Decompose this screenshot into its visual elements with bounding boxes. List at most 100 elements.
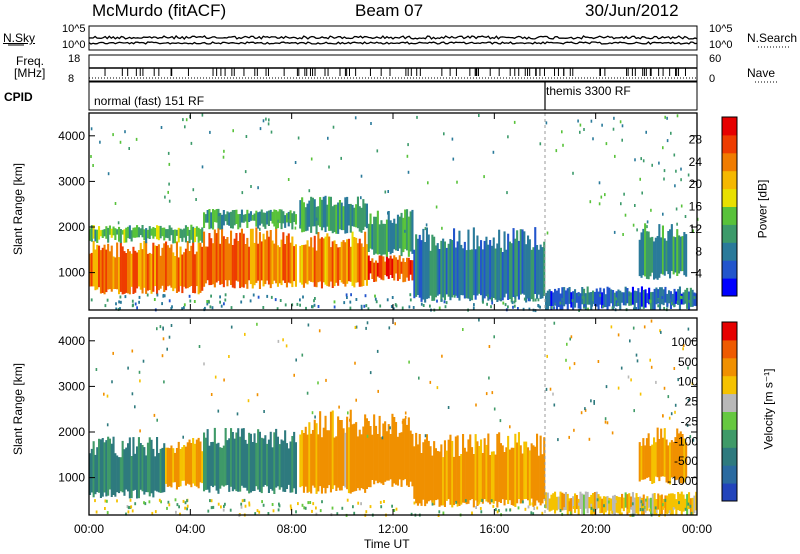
velocity-cell	[663, 428, 666, 477]
velocity-cell	[575, 495, 578, 510]
power-cell	[114, 257, 117, 289]
velocity-cell	[424, 439, 427, 507]
station-title: McMurdo (fitACF)	[92, 1, 227, 20]
velocity-cell	[453, 456, 456, 506]
velocity-scatter	[355, 325, 358, 329]
power-ground	[375, 300, 378, 304]
velocity-scatter	[606, 421, 609, 425]
power-colorbar-tick: 4	[695, 267, 702, 281]
power-cell	[285, 235, 288, 288]
velocity-cell	[302, 433, 305, 493]
velocity-ground	[290, 507, 293, 511]
power-cell	[420, 240, 423, 302]
power-scatter	[590, 119, 593, 123]
velocity-scatter	[429, 380, 432, 384]
power-cell	[255, 227, 258, 283]
power-scatter	[546, 231, 549, 235]
velocity-ground	[379, 500, 382, 504]
power-cell	[382, 256, 385, 281]
power-scatter	[119, 140, 122, 144]
velocity-cell	[148, 437, 151, 497]
velocity-cell	[384, 421, 387, 482]
velocity-cell	[320, 437, 323, 494]
power-cell	[190, 224, 193, 240]
power-cell	[418, 234, 421, 298]
power-scatter	[182, 118, 184, 122]
power-cell	[413, 249, 416, 299]
velocity-scatter	[366, 434, 369, 438]
velocity-ground	[432, 500, 435, 504]
velocity-cell	[289, 441, 292, 493]
power-cell	[150, 253, 153, 294]
power-cell	[628, 291, 631, 306]
velocity-cell	[121, 440, 124, 493]
velocity-scatter	[236, 412, 239, 416]
power-cell	[145, 242, 148, 294]
power-scatter	[663, 169, 666, 173]
velocity-cell	[184, 446, 187, 486]
velocity-cell	[588, 497, 591, 509]
velocity-cell	[693, 495, 696, 514]
power-cell	[474, 249, 477, 300]
velocity-scatter	[159, 325, 162, 329]
velocity-ground	[278, 502, 280, 506]
power-cell	[575, 292, 578, 303]
velocity-cell	[527, 447, 530, 501]
velocity-colorbar-tick: 100	[678, 375, 698, 389]
velocity-cell	[570, 498, 573, 515]
power-cell	[96, 244, 99, 290]
velocity-colorbar-swatch	[722, 322, 737, 341]
velocity-cell	[159, 448, 162, 493]
power-cell	[166, 245, 169, 287]
velocity-scatter	[441, 354, 443, 358]
power-ground	[119, 295, 122, 299]
velocity-cell	[639, 496, 642, 512]
velocity-ytick-label: 4000	[58, 334, 85, 348]
velocity-cell	[353, 423, 356, 492]
velocity-scatter	[593, 400, 595, 403]
velocity-cell	[99, 439, 102, 498]
power-cell	[433, 236, 436, 301]
velocity-cell	[136, 446, 139, 499]
velocity-cell	[285, 443, 288, 489]
power-colorbar-tick: 28	[689, 132, 703, 146]
velocity-colorbar-swatch	[722, 465, 737, 484]
power-cell	[346, 239, 349, 284]
power-cell	[125, 253, 128, 293]
power-cell	[472, 227, 475, 296]
power-cell	[324, 195, 327, 232]
velocity-scatter	[338, 405, 340, 409]
power-cell	[264, 212, 267, 229]
velocity-cell	[467, 439, 470, 504]
velocity-ground	[167, 500, 170, 504]
velocity-ytick-label: 2000	[58, 425, 85, 439]
power-ground	[138, 300, 140, 304]
power-scatter	[614, 154, 616, 158]
velocity-cell	[226, 440, 229, 485]
velocity-ground	[301, 503, 304, 507]
velocity-cell	[376, 434, 379, 484]
power-cell	[157, 225, 160, 241]
power-colorbar-tick: 16	[689, 200, 703, 214]
power-ground	[581, 295, 584, 299]
velocity-ground	[549, 503, 551, 506]
power-ground	[131, 299, 134, 303]
power-cell	[152, 242, 155, 292]
power-cell	[161, 247, 164, 286]
power-cell	[517, 240, 520, 300]
velocity-ground	[492, 504, 495, 508]
velocity-ground	[531, 502, 534, 506]
velocity-cell	[508, 449, 511, 501]
velocity-scatter	[354, 361, 356, 365]
power-cell	[302, 244, 305, 288]
power-ground	[615, 297, 617, 301]
time-axis-label: Time UT	[364, 537, 410, 551]
velocity-cell	[494, 454, 497, 502]
velocity-ground	[668, 510, 671, 514]
power-cell	[269, 230, 272, 289]
power-cell	[407, 216, 410, 257]
velocity-scatter	[377, 389, 379, 393]
power-cell	[456, 241, 459, 298]
power-cell	[501, 252, 504, 301]
